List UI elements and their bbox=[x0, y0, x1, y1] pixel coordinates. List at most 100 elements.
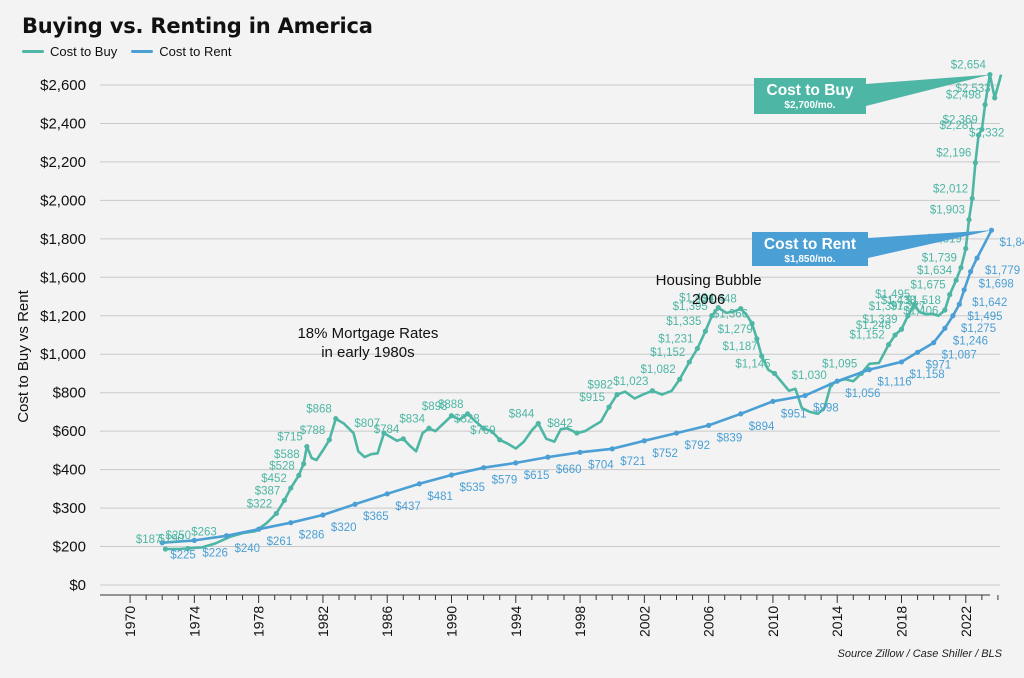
data-label-buy: $1,397 bbox=[869, 301, 904, 313]
data-label-rent: $437 bbox=[395, 501, 421, 513]
callout-title-rent: Cost to Rent bbox=[764, 236, 856, 253]
data-point-buy bbox=[677, 376, 683, 382]
data-label-buy: $893 bbox=[422, 401, 448, 413]
data-label-buy: $784 bbox=[374, 424, 400, 436]
x-tick-label: 2002 bbox=[636, 606, 652, 637]
data-point-buy bbox=[979, 126, 985, 133]
chart-title: Buying vs. Renting in America bbox=[22, 14, 373, 38]
data-label-buy: $2,369 bbox=[943, 114, 978, 126]
data-point-buy bbox=[987, 72, 993, 78]
series-layer bbox=[159, 72, 1003, 552]
data-label-buy: $2,332 bbox=[969, 128, 1004, 140]
data-point-buy bbox=[304, 443, 310, 450]
data-labels: $187$190 $322$387$452$528$588 $715$788 $868… bbox=[136, 60, 1024, 562]
data-point-buy bbox=[966, 217, 972, 223]
data-point-buy bbox=[969, 195, 975, 202]
data-label-buy: $1,494 bbox=[679, 293, 715, 305]
data-label-rent: $535 bbox=[460, 482, 486, 494]
data-point-rent bbox=[256, 526, 262, 532]
data-point-buy bbox=[273, 510, 279, 517]
data-label-buy: $1,518 bbox=[906, 295, 941, 307]
data-label-rent: $1,158 bbox=[910, 369, 945, 381]
data-label-buy: $2,281 bbox=[939, 120, 974, 132]
data-point-buy bbox=[288, 485, 294, 491]
data-label-rent: $971 bbox=[926, 359, 952, 371]
data-point-buy bbox=[614, 392, 620, 398]
data-label-buy: $2,196 bbox=[936, 148, 971, 160]
data-label-buy: $769 bbox=[470, 425, 496, 437]
data-label-buy: $1,448 bbox=[702, 294, 737, 306]
data-point-rent bbox=[545, 454, 551, 460]
data-point-rent bbox=[942, 325, 948, 331]
data-label-buy: $1,335 bbox=[666, 316, 701, 328]
data-label-buy: $1,739 bbox=[922, 253, 957, 265]
data-point-buy bbox=[982, 102, 988, 108]
data-label-rent: $320 bbox=[331, 522, 357, 534]
y-tick-label: $1,600 bbox=[40, 269, 86, 286]
data-label-buy: $1,366 bbox=[713, 308, 748, 320]
data-label-buy: $1,327 bbox=[890, 301, 925, 313]
data-label-buy: $250 bbox=[165, 530, 191, 542]
data-label-buy: $868 bbox=[306, 404, 332, 416]
data-point-buy bbox=[759, 353, 765, 359]
legend-item-rent: Cost to Rent bbox=[131, 44, 231, 59]
data-point-rent bbox=[481, 465, 487, 471]
data-point-rent bbox=[770, 398, 776, 404]
data-point-buy bbox=[898, 326, 905, 332]
data-point-rent bbox=[931, 340, 937, 346]
data-point-rent bbox=[738, 411, 744, 417]
data-label-buy: $1,231 bbox=[658, 333, 693, 345]
data-point-buy bbox=[296, 472, 302, 478]
data-point-buy bbox=[481, 425, 487, 431]
data-label-buy: $1,438 bbox=[881, 295, 916, 307]
callout-subtitle-rent: $1,850/mo. bbox=[784, 254, 835, 265]
data-point-buy bbox=[333, 416, 339, 422]
y-tick-label: $300 bbox=[53, 500, 86, 517]
x-tick-label: 1994 bbox=[508, 606, 524, 637]
data-label-rent: $1,087 bbox=[942, 350, 977, 362]
data-label-buy: $1,675 bbox=[911, 280, 946, 292]
data-label-rent: $839 bbox=[717, 432, 743, 444]
data-point-buy bbox=[754, 336, 760, 342]
x-tick-label: 2018 bbox=[894, 606, 910, 637]
data-label-buy: $1,152 bbox=[650, 347, 685, 359]
data-point-buy bbox=[606, 404, 612, 410]
data-label-rent: $261 bbox=[267, 536, 293, 548]
data-label-buy: $1,095 bbox=[822, 358, 857, 370]
legend-label-rent: Cost to Rent bbox=[159, 44, 232, 59]
y-tick-label: $800 bbox=[53, 385, 86, 402]
data-label-rent: $894 bbox=[749, 421, 775, 433]
data-label-buy: $1,406 bbox=[903, 305, 938, 317]
data-point-rent bbox=[641, 438, 647, 444]
data-label-buy: $1,152 bbox=[849, 330, 884, 342]
source-note: Source Zillow / Case Shiller / BLS bbox=[837, 648, 1002, 660]
data-point-rent bbox=[609, 446, 615, 452]
callout-pointer-rent bbox=[868, 230, 992, 258]
data-label-rent: $721 bbox=[620, 456, 646, 468]
y-tick-label: $1,200 bbox=[40, 308, 86, 325]
data-point-rent bbox=[974, 255, 980, 261]
data-point-rent bbox=[416, 481, 422, 487]
data-point-rent bbox=[513, 460, 519, 466]
data-point-buy bbox=[709, 313, 715, 319]
data-label-buy: $1,082 bbox=[641, 364, 676, 376]
data-point-buy bbox=[448, 413, 455, 419]
x-tick-label: 2014 bbox=[829, 606, 845, 637]
data-label-rent: $704 bbox=[588, 459, 614, 471]
data-point-rent bbox=[159, 540, 165, 546]
data-point-buy bbox=[301, 461, 307, 467]
annotations: 18% Mortgage Rates in early 1980s Housing … bbox=[297, 74, 992, 361]
data-label-buy: $528 bbox=[269, 460, 295, 472]
data-point-buy bbox=[574, 430, 580, 436]
y-tick-label: $0 bbox=[69, 577, 86, 594]
x-tick-label: 1974 bbox=[186, 606, 202, 637]
data-point-buy bbox=[326, 437, 332, 443]
annotation-bubble: 2006 bbox=[692, 291, 725, 308]
data-point-buy bbox=[886, 342, 892, 348]
data-label-rent: $365 bbox=[363, 511, 389, 523]
data-point-buy bbox=[185, 545, 191, 552]
data-point-rent bbox=[898, 359, 905, 365]
data-point-rent bbox=[288, 520, 294, 526]
data-point-buy bbox=[738, 305, 744, 312]
callout-title-buy: Cost to Buy bbox=[767, 82, 854, 99]
